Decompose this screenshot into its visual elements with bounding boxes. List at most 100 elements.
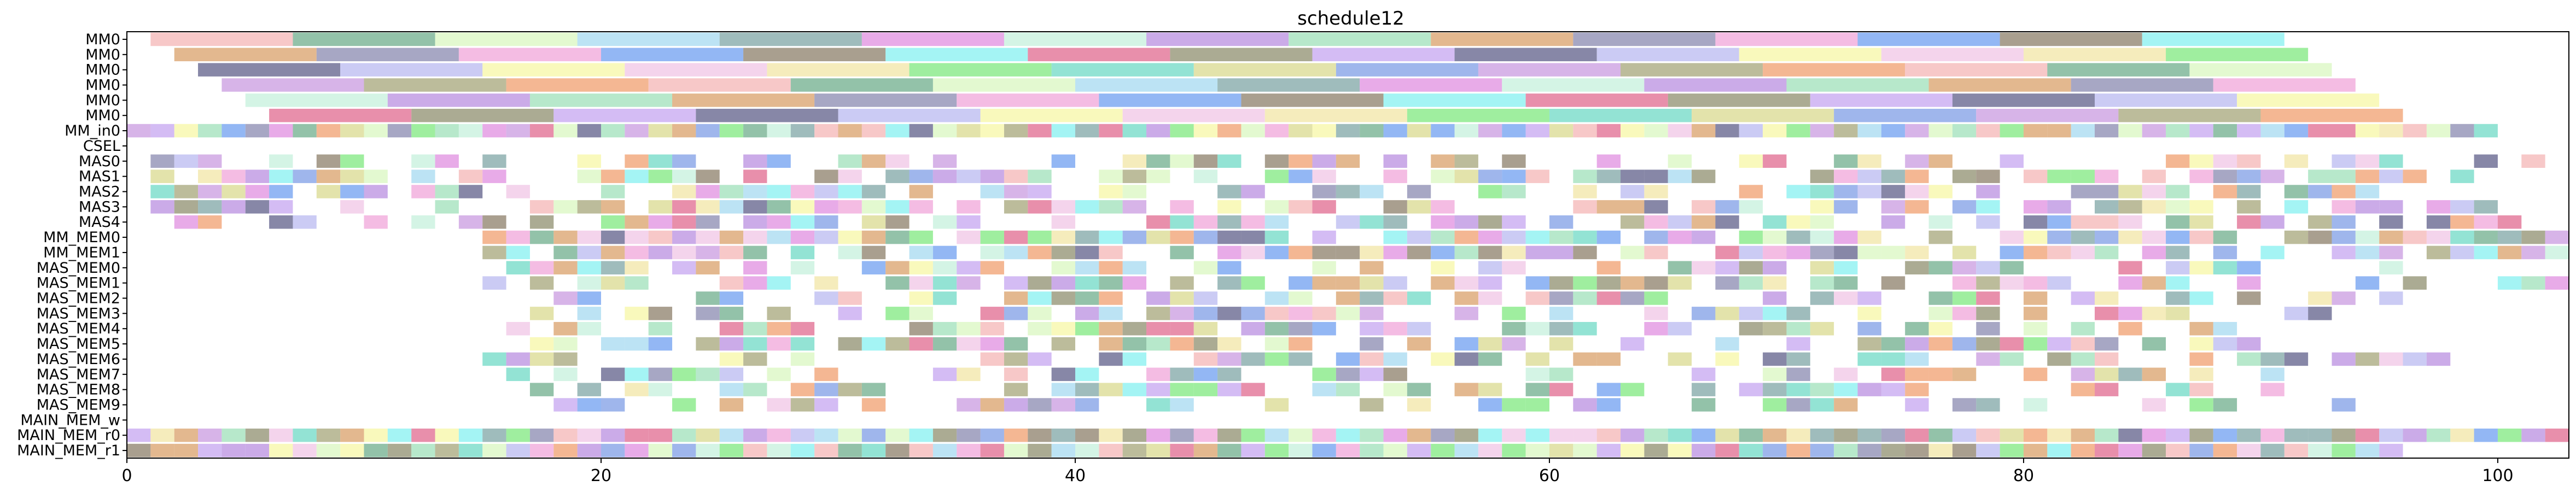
task-bar: [1217, 200, 1242, 214]
task-bar: [861, 261, 886, 275]
task-bar: [2403, 169, 2427, 183]
task-bar: [625, 307, 649, 320]
task-bar: [2047, 230, 2071, 244]
mm-task-bar: [1976, 108, 2119, 122]
task-bar: [2000, 337, 2024, 351]
task-bar: [1905, 154, 1929, 168]
task-bar: [1834, 200, 1858, 214]
task-bar: [1763, 383, 1787, 396]
task-bar: [458, 443, 483, 458]
task-bar: [2047, 124, 2071, 138]
task-bar: [814, 215, 838, 229]
plot-frame: [126, 31, 2569, 459]
task-bar: [2189, 398, 2213, 412]
task-bar: [1170, 291, 1194, 305]
task-bar: [1289, 154, 1313, 168]
task-bar: [696, 200, 720, 214]
task-bar: [1454, 291, 1478, 305]
mm-task-bar: [1146, 32, 1289, 46]
task-bar: [790, 200, 815, 214]
task-bar: [1146, 124, 1170, 138]
task-bar: [1312, 200, 1336, 214]
task-bar: [1549, 307, 1573, 320]
task-bar: [648, 383, 673, 396]
task-bar: [1549, 443, 1573, 458]
task-bar: [1692, 124, 1716, 138]
task-bar: [2071, 169, 2095, 183]
task-bar: [1549, 321, 1573, 336]
task-bar: [2355, 124, 2380, 138]
task-bar: [1004, 428, 1028, 442]
task-bar: [2450, 428, 2474, 442]
task-bar: [1525, 291, 1549, 305]
task-bar: [1786, 398, 1810, 412]
task-bar: [2189, 321, 2213, 336]
task-bar: [1810, 230, 1834, 244]
task-bar: [625, 245, 649, 260]
task-bar: [2332, 200, 2356, 214]
task-bar: [1454, 154, 1478, 168]
task-bar: [2189, 200, 2213, 214]
mm-task-bar: [1502, 78, 1645, 92]
task-bar: [1573, 398, 1597, 412]
task-bar: [2379, 230, 2403, 244]
task-bar: [1146, 398, 1170, 412]
task-bar: [1028, 230, 1052, 244]
task-bar: [2545, 245, 2569, 260]
task-bar: [1122, 428, 1147, 442]
task-bar: [743, 276, 767, 290]
task-bar: [1336, 367, 1360, 382]
task-bar: [1739, 276, 1763, 290]
task-bar: [435, 428, 459, 442]
task-bar: [625, 215, 649, 229]
task-bar: [1264, 352, 1289, 366]
task-bar: [1881, 215, 1905, 229]
task-bar: [1360, 261, 1384, 275]
task-bar: [174, 215, 199, 229]
task-bar: [577, 443, 601, 458]
task-bar: [1739, 383, 1763, 396]
task-bar: [411, 443, 435, 458]
task-bar: [696, 428, 720, 442]
task-bar: [838, 169, 862, 183]
task-bar: [909, 337, 933, 351]
task-bar: [2142, 443, 2166, 458]
mm-task-bar: [696, 108, 838, 122]
task-bar: [1193, 337, 1218, 351]
task-bar: [2284, 200, 2309, 214]
task-bar: [861, 443, 886, 458]
task-bar: [1549, 337, 1573, 351]
task-bar: [1810, 276, 1834, 290]
task-bar: [1146, 367, 1170, 382]
task-bar: [696, 169, 720, 183]
task-bar: [222, 185, 246, 198]
task-bar: [506, 367, 530, 382]
task-bar: [790, 321, 815, 336]
task-bar: [1668, 169, 1692, 183]
task-bar: [1289, 245, 1313, 260]
task-bar: [2023, 428, 2048, 442]
task-bar: [625, 443, 649, 458]
mm-task-bar: [222, 78, 364, 92]
task-bar: [2095, 230, 2119, 244]
task-bar: [1241, 215, 1265, 229]
task-bar: [1976, 291, 2000, 305]
task-bar: [1644, 169, 1668, 183]
task-bar: [625, 428, 649, 442]
mm-task-bar: [387, 93, 530, 107]
mm-task-bar: [2023, 48, 2166, 62]
task-bar: [2284, 154, 2309, 168]
task-bar: [2521, 154, 2545, 168]
task-bar: [1312, 428, 1336, 442]
task-bar: [1454, 383, 1478, 396]
task-bar: [2450, 169, 2474, 183]
task-bar: [2450, 245, 2474, 260]
task-bar: [1360, 215, 1384, 229]
task-bar: [1644, 321, 1668, 336]
task-bar: [625, 124, 649, 138]
task-bar: [1905, 398, 1929, 412]
task-bar: [1834, 230, 1858, 244]
task-bar: [1644, 185, 1668, 198]
task-bar: [1502, 169, 1526, 183]
